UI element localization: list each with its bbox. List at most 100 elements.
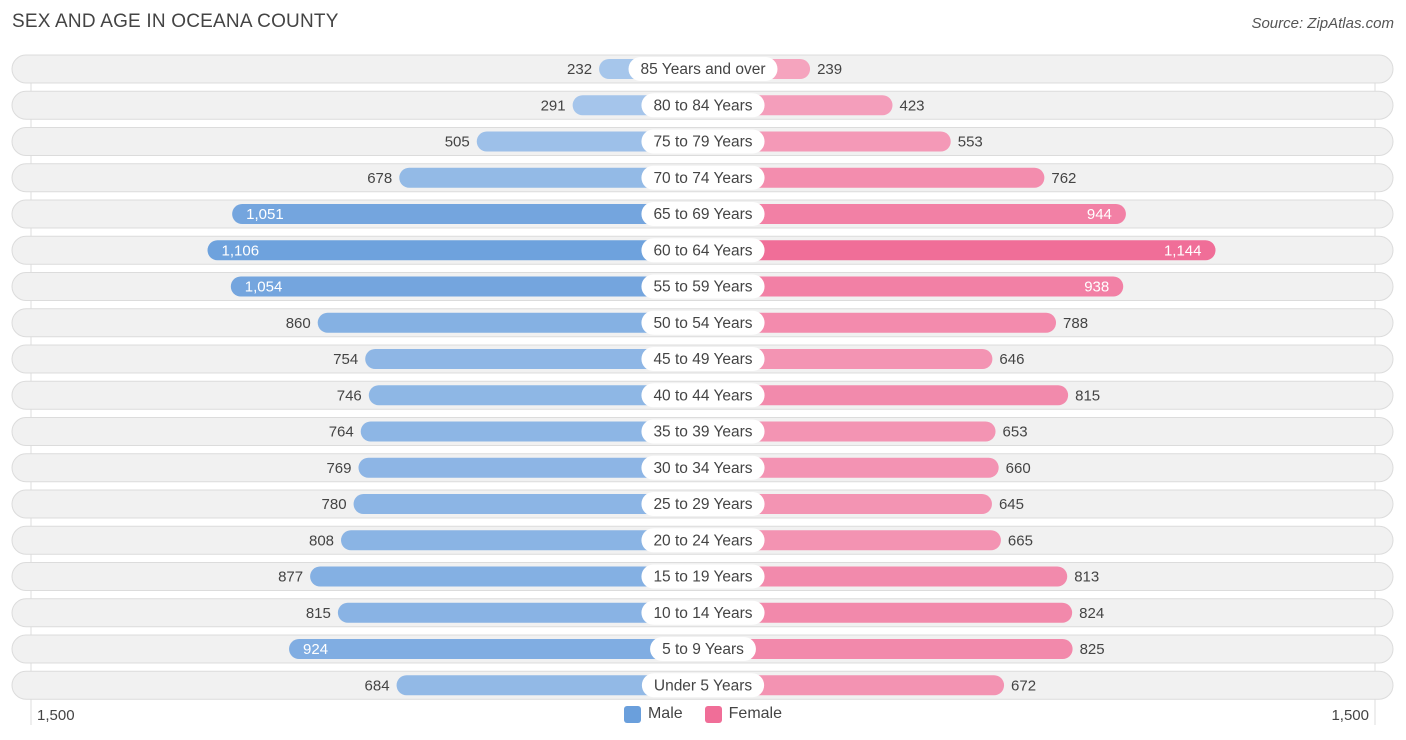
legend-item-female[interactable]: Female bbox=[704, 705, 783, 723]
value-label-male: 764 bbox=[329, 424, 354, 441]
legend-swatch-female bbox=[704, 705, 722, 723]
bar-male bbox=[358, 457, 703, 478]
value-label-male: 769 bbox=[326, 460, 351, 477]
category-pill bbox=[641, 455, 765, 480]
value-label-male: 746 bbox=[337, 387, 362, 404]
bar-male bbox=[337, 602, 703, 623]
value-label-female: 944 bbox=[1087, 206, 1112, 223]
bar-female bbox=[703, 385, 1069, 406]
row-7: 860 788 50 to 54 Years bbox=[11, 308, 1394, 338]
value-label-female: 938 bbox=[1084, 279, 1109, 296]
category-pill bbox=[641, 129, 765, 154]
category-label: 25 to 29 Years bbox=[653, 496, 752, 513]
category-pill bbox=[641, 492, 765, 516]
value-label-female: 660 bbox=[1006, 460, 1031, 477]
value-label-male: 505 bbox=[445, 134, 470, 151]
value-label-female: 646 bbox=[999, 351, 1024, 368]
value-label-male: 877 bbox=[278, 569, 303, 586]
value-label-female: 239 bbox=[817, 61, 842, 78]
category-label: 85 Years and over bbox=[641, 61, 766, 78]
bar-male bbox=[353, 494, 703, 514]
legend-swatch-male bbox=[623, 705, 641, 723]
bar-female bbox=[703, 421, 996, 442]
row-10: 764 653 35 to 39 Years bbox=[11, 417, 1394, 446]
bar-female bbox=[703, 131, 951, 152]
value-label-female: 815 bbox=[1075, 387, 1100, 404]
value-label-male: 232 bbox=[567, 61, 592, 78]
category-pill bbox=[641, 310, 765, 335]
value-label-female: 423 bbox=[900, 97, 925, 114]
legend: Male Female bbox=[0, 705, 1406, 723]
value-label-male: 780 bbox=[322, 496, 347, 513]
category-pill bbox=[641, 93, 765, 118]
legend-item-male[interactable]: Male bbox=[623, 705, 683, 723]
value-label-male: 924 bbox=[303, 641, 328, 658]
category-label: 35 to 39 Years bbox=[653, 424, 752, 441]
row-9: 746 815 40 to 44 Years bbox=[11, 380, 1394, 410]
bar-female bbox=[703, 566, 1068, 587]
value-label-male: 815 bbox=[306, 605, 331, 622]
row-17: 684 672 Under 5 Years bbox=[11, 670, 1394, 700]
category-label: 50 to 54 Years bbox=[653, 315, 752, 332]
category-pill bbox=[641, 383, 765, 408]
category-label: 65 to 69 Years bbox=[653, 206, 752, 223]
category-pill bbox=[641, 238, 765, 263]
value-label-male: 684 bbox=[365, 677, 390, 694]
category-pill bbox=[641, 564, 765, 589]
category-label: Under 5 Years bbox=[654, 677, 752, 694]
category-pill bbox=[641, 202, 765, 226]
category-label: 40 to 44 Years bbox=[653, 387, 752, 404]
bar-female bbox=[703, 349, 993, 369]
bar-male bbox=[310, 566, 703, 587]
category-pill bbox=[641, 600, 765, 625]
bar-female bbox=[703, 675, 1005, 696]
value-label-female: 813 bbox=[1074, 569, 1099, 586]
category-label: 55 to 59 Years bbox=[653, 279, 752, 296]
row-12: 780 645 25 to 29 Years bbox=[11, 489, 1394, 519]
category-pill bbox=[641, 528, 765, 553]
category-pill bbox=[641, 165, 765, 190]
value-label-female: 553 bbox=[958, 134, 983, 151]
legend-label-female: Female bbox=[728, 705, 783, 722]
bar-female bbox=[703, 312, 1057, 333]
value-label-female: 672 bbox=[1011, 677, 1036, 694]
value-label-male: 808 bbox=[309, 532, 334, 549]
category-label: 10 to 14 Years bbox=[653, 605, 752, 622]
value-label-female: 653 bbox=[1003, 424, 1028, 441]
value-label-male: 860 bbox=[286, 315, 311, 332]
bar-male bbox=[399, 167, 703, 188]
axis-right-max-label: 1,500 bbox=[1331, 707, 1369, 724]
value-label-male: 678 bbox=[367, 170, 392, 187]
category-label: 75 to 79 Years bbox=[653, 134, 752, 151]
bar-male bbox=[230, 276, 704, 297]
row-5: 1,106 1,144 60 to 64 Years bbox=[11, 235, 1394, 265]
value-label-female: 824 bbox=[1079, 605, 1104, 622]
row-15: 815 824 10 to 14 Years bbox=[11, 598, 1394, 628]
bar-female bbox=[703, 494, 992, 514]
row-3: 678 762 70 to 74 Years bbox=[11, 163, 1394, 193]
bar-female bbox=[703, 602, 1073, 623]
row-13: 808 665 20 to 24 Years bbox=[11, 525, 1394, 555]
category-label: 60 to 64 Years bbox=[653, 242, 752, 259]
row-1: 291 423 80 to 84 Years bbox=[11, 90, 1394, 120]
bar-female bbox=[703, 276, 1124, 297]
category-label: 70 to 74 Years bbox=[653, 170, 752, 187]
row-6: 1,054 938 55 to 59 Years bbox=[11, 272, 1394, 301]
bar-female bbox=[703, 240, 1216, 261]
row-14: 877 813 15 to 19 Years bbox=[11, 562, 1394, 591]
value-label-female: 788 bbox=[1063, 315, 1088, 332]
value-label-female: 762 bbox=[1051, 170, 1076, 187]
bar-male bbox=[360, 421, 703, 442]
bar-female bbox=[703, 167, 1045, 188]
category-pill bbox=[650, 637, 756, 661]
bar-male bbox=[341, 530, 703, 551]
row-8: 754 646 45 to 49 Years bbox=[11, 344, 1394, 374]
row-4: 1,051 944 65 to 69 Years bbox=[11, 199, 1394, 229]
category-label: 15 to 19 Years bbox=[653, 569, 752, 586]
value-label-male: 1,054 bbox=[245, 279, 283, 296]
chart-title: SEX AND AGE IN OCEANA COUNTY bbox=[12, 11, 339, 32]
category-pill bbox=[641, 274, 765, 299]
row-2: 505 553 75 to 79 Years bbox=[11, 127, 1394, 156]
value-label-male: 291 bbox=[541, 97, 566, 114]
